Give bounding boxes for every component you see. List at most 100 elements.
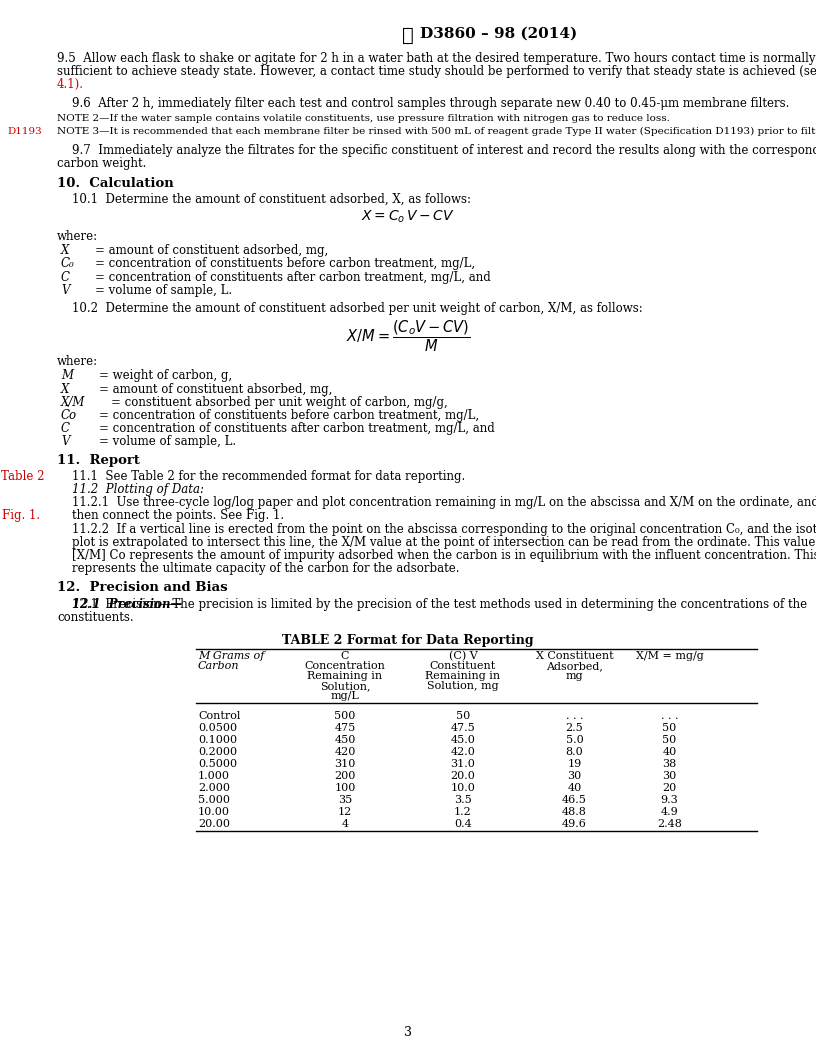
Text: mg/L: mg/L	[330, 691, 359, 701]
Text: 9.3: 9.3	[661, 795, 678, 805]
Text: Solution, mg: Solution, mg	[428, 681, 499, 691]
Text: 11.2  Plotting of Data:: 11.2 Plotting of Data:	[72, 483, 204, 496]
Text: 200: 200	[335, 771, 356, 781]
Text: 10.00: 10.00	[198, 807, 230, 817]
Text: constituents.: constituents.	[57, 610, 134, 624]
Text: Remaining in: Remaining in	[425, 671, 500, 681]
Text: ⦿: ⦿	[402, 27, 414, 45]
Text: 3: 3	[404, 1026, 412, 1039]
Text: Adsorbed,: Adsorbed,	[546, 661, 603, 671]
Text: 12.1  Precision—: 12.1 Precision—	[72, 598, 182, 610]
Text: M Grams of: M Grams of	[198, 650, 264, 661]
Text: 12.  Precision and Bias: 12. Precision and Bias	[57, 582, 228, 595]
Text: 40: 40	[567, 782, 582, 793]
Text: $X = C_o\,V - CV$: $X = C_o\,V - CV$	[361, 209, 455, 225]
Text: C: C	[61, 270, 70, 284]
Text: then connect the points. See Fig. 1.: then connect the points. See Fig. 1.	[72, 509, 284, 523]
Text: 2.48: 2.48	[657, 819, 682, 829]
Text: . . .: . . .	[565, 711, 583, 721]
Text: 12.1  Precision—The precision is limited by the precision of the test methods us: 12.1 Precision—The precision is limited …	[72, 598, 807, 610]
Text: 4.9: 4.9	[661, 807, 678, 817]
Text: = volume of sample, L.: = volume of sample, L.	[95, 284, 232, 297]
Text: 48.8: 48.8	[562, 807, 587, 817]
Text: 10.  Calculation: 10. Calculation	[57, 176, 174, 190]
Text: 50: 50	[456, 711, 470, 721]
Text: Control: Control	[198, 711, 241, 721]
Text: 3.5: 3.5	[455, 795, 472, 805]
Text: C: C	[61, 422, 70, 435]
Text: X Constituent: X Constituent	[535, 650, 614, 661]
Text: 0.4: 0.4	[455, 819, 472, 829]
Text: 40: 40	[663, 747, 676, 757]
Text: X/M = mg/g: X/M = mg/g	[636, 650, 703, 661]
Text: C₀: C₀	[61, 258, 75, 270]
Text: 0.5000: 0.5000	[198, 759, 237, 769]
Text: sufficient to achieve steady state. However, a contact time study should be perf: sufficient to achieve steady state. Howe…	[57, 65, 816, 78]
Text: Carbon: Carbon	[198, 661, 240, 671]
Text: 20.00: 20.00	[198, 819, 230, 829]
Text: 0.0500: 0.0500	[198, 723, 237, 733]
Text: 450: 450	[335, 735, 356, 744]
Text: X: X	[61, 244, 69, 258]
Text: 4: 4	[341, 819, 348, 829]
Text: 47.5: 47.5	[450, 723, 476, 733]
Text: V: V	[61, 435, 69, 449]
Text: 20: 20	[663, 782, 676, 793]
Text: 31.0: 31.0	[450, 759, 476, 769]
Text: 11.2.2  If a vertical line is erected from the point on the abscissa correspondi: 11.2.2 If a vertical line is erected fro…	[72, 523, 816, 535]
Text: 1.000: 1.000	[198, 771, 230, 781]
Text: 11.  Report: 11. Report	[57, 454, 140, 467]
Text: 9.5  Allow each flask to shake or agitate for 2 h in a water bath at the desired: 9.5 Allow each flask to shake or agitate…	[57, 52, 815, 65]
Text: = amount of constituent absorbed, mg,: = amount of constituent absorbed, mg,	[99, 382, 332, 396]
Text: = weight of carbon, g,: = weight of carbon, g,	[99, 370, 232, 382]
Text: 2.000: 2.000	[198, 782, 230, 793]
Text: Concentration: Concentration	[304, 661, 385, 671]
Text: = concentration of constituents after carbon treatment, mg/L, and: = concentration of constituents after ca…	[95, 270, 490, 284]
Text: 0.2000: 0.2000	[198, 747, 237, 757]
Text: 11.1  See Table 2 for the recommended format for data reporting.: 11.1 See Table 2 for the recommended for…	[72, 470, 465, 483]
Text: 5.000: 5.000	[198, 795, 230, 805]
Text: 100: 100	[335, 782, 356, 793]
Text: 50: 50	[663, 735, 676, 744]
Text: = concentration of constituents before carbon treatment, mg/L,: = concentration of constituents before c…	[95, 258, 475, 270]
Text: 475: 475	[335, 723, 356, 733]
Text: $X/M = \dfrac{(C_oV - CV)}{M}$: $X/M = \dfrac{(C_oV - CV)}{M}$	[346, 318, 470, 354]
Text: = concentration of constituents before carbon treatment, mg/L,: = concentration of constituents before c…	[99, 409, 479, 422]
Text: D3860 – 98 (2014): D3860 – 98 (2014)	[420, 27, 577, 41]
Text: Table 2: Table 2	[2, 470, 45, 483]
Text: = constituent absorbed per unit weight of carbon, mg/g,: = constituent absorbed per unit weight o…	[111, 396, 448, 409]
Text: = volume of sample, L.: = volume of sample, L.	[99, 435, 236, 449]
Text: Co: Co	[61, 409, 78, 422]
Text: carbon weight.: carbon weight.	[57, 157, 146, 170]
Text: 19: 19	[567, 759, 582, 769]
Text: 2.5: 2.5	[565, 723, 583, 733]
Text: 20.0: 20.0	[450, 771, 476, 781]
Text: 12: 12	[338, 807, 353, 817]
Text: 50: 50	[663, 723, 676, 733]
Text: 9.6  After 2 h, immediately filter each test and control samples through separat: 9.6 After 2 h, immediately filter each t…	[72, 96, 789, 110]
Text: 38: 38	[663, 759, 676, 769]
Text: mg: mg	[565, 671, 583, 681]
Text: (C) V: (C) V	[449, 650, 477, 661]
Text: plot is extrapolated to intersect this line, the X/M value at the point of inter: plot is extrapolated to intersect this l…	[72, 535, 816, 549]
Text: Constituent: Constituent	[430, 661, 496, 671]
Text: where:: where:	[57, 230, 98, 243]
Text: [X/M] Co represents the amount of impurity adsorbed when the carbon is in equili: [X/M] Co represents the amount of impuri…	[72, 549, 816, 562]
Text: Fig. 1.: Fig. 1.	[2, 509, 41, 523]
Text: = amount of constituent adsorbed, mg,: = amount of constituent adsorbed, mg,	[95, 244, 328, 258]
Text: X: X	[61, 382, 69, 396]
Text: Remaining in: Remaining in	[308, 671, 383, 681]
Text: represents the ultimate capacity of the carbon for the adsorbate.: represents the ultimate capacity of the …	[72, 562, 459, 576]
Text: 4.1).: 4.1).	[57, 78, 84, 92]
Text: = concentration of constituents after carbon treatment, mg/L, and: = concentration of constituents after ca…	[99, 422, 494, 435]
Text: 10.2  Determine the amount of constituent adsorbed per unit weight of carbon, X/: 10.2 Determine the amount of constituent…	[72, 302, 643, 315]
Text: 10.1  Determine the amount of constituent adsorbed, X, as follows:: 10.1 Determine the amount of constituent…	[72, 193, 471, 206]
Text: 45.0: 45.0	[450, 735, 476, 744]
Text: 500: 500	[335, 711, 356, 721]
Text: 11.2.1  Use three-cycle log/log paper and plot concentration remaining in mg/L o: 11.2.1 Use three-cycle log/log paper and…	[72, 496, 816, 509]
Text: NOTE 2—If the water sample contains volatile constituents, use pressure filtrati: NOTE 2—If the water sample contains vola…	[57, 114, 670, 122]
Text: 49.6: 49.6	[562, 819, 587, 829]
Text: where:: where:	[57, 355, 98, 369]
Text: 1.2: 1.2	[455, 807, 472, 817]
Text: X/M: X/M	[61, 396, 86, 409]
